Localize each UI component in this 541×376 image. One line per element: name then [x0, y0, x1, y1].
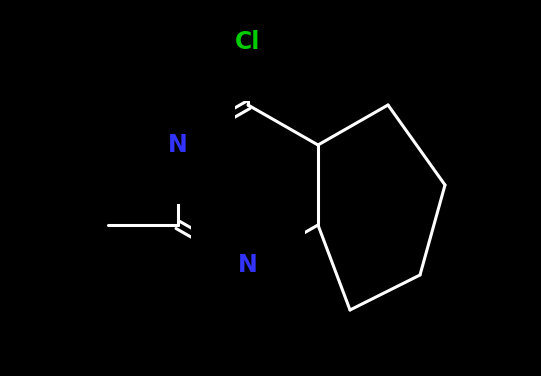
Text: N: N: [168, 133, 188, 157]
Text: Cl: Cl: [235, 30, 261, 54]
Text: N: N: [238, 253, 258, 277]
